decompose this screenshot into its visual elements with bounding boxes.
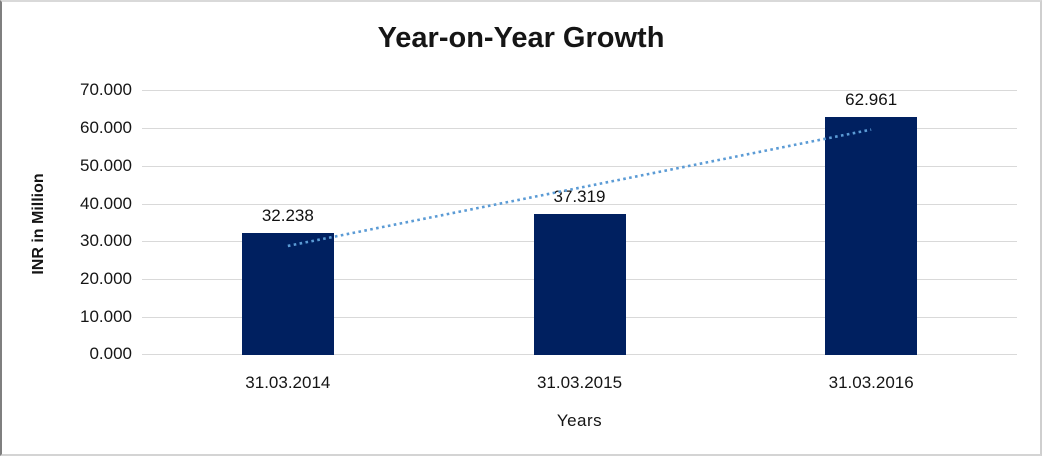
bar-value-label: 37.319 — [553, 186, 606, 206]
x-tick-label: 31.03.2016 — [828, 373, 914, 392]
y-axis-title: INR in Million — [30, 173, 47, 275]
y-tick-label: 20.000 — [80, 269, 132, 288]
plot-area: 32.238 37.319 62.961 — [142, 90, 1017, 355]
x-tick-label: 31.03.2014 — [245, 373, 331, 392]
bar-value-label: 32.238 — [261, 205, 314, 225]
y-tick-label: 0.000 — [89, 344, 132, 363]
y-tick-label: 30.000 — [80, 231, 132, 250]
gridline — [142, 90, 1017, 91]
y-tick-label: 10.000 — [80, 307, 132, 326]
bar[interactable] — [533, 213, 626, 355]
bar[interactable] — [825, 116, 918, 355]
bar[interactable] — [241, 232, 334, 355]
y-tick-label: 70.000 — [80, 80, 132, 99]
bar-value-label: 62.961 — [845, 89, 898, 109]
x-tick-label: 31.03.2015 — [536, 373, 623, 392]
x-axis-title: Years — [556, 411, 603, 430]
y-tick-label: 40.000 — [80, 194, 132, 213]
y-tick-label: 60.000 — [80, 118, 132, 137]
y-tick-label: 50.000 — [80, 156, 132, 175]
chart-title: Year-on-Year Growth — [377, 22, 665, 54]
